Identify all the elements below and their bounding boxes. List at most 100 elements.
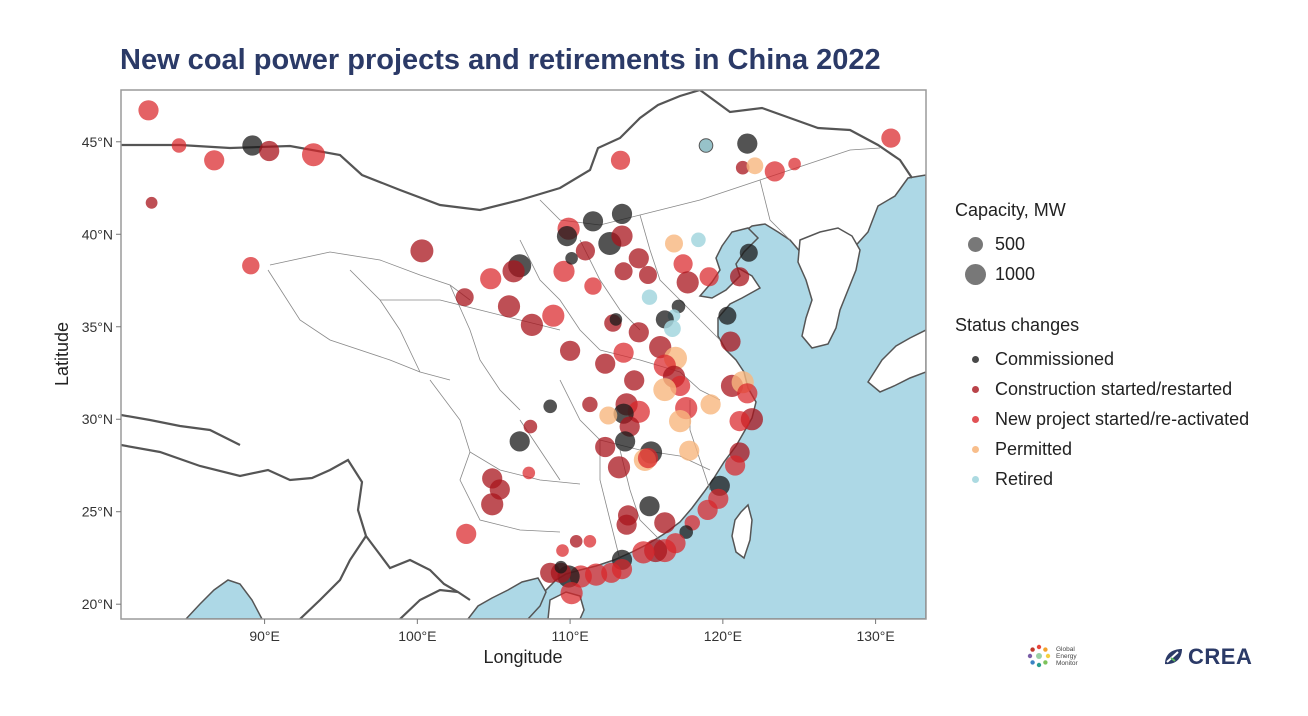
gem-wordmark: Global Energy Monitor xyxy=(1056,645,1078,667)
land-japan xyxy=(867,329,926,393)
land-taiwan xyxy=(731,503,753,560)
crea-wordmark: CREA xyxy=(1188,644,1253,669)
legend-capacity-1000: 1000 xyxy=(955,259,1249,289)
point-new-115 xyxy=(610,150,631,170)
point-new-31 xyxy=(673,254,693,274)
point-construction-94 xyxy=(616,514,637,535)
point-construction-26 xyxy=(614,262,633,281)
x-tick-label: 90°E xyxy=(249,628,280,644)
point-construction-65 xyxy=(595,436,616,458)
point-commissioned-19 xyxy=(582,211,604,232)
country-border-myanmar xyxy=(299,535,367,619)
crea-logo: CREA xyxy=(1162,644,1252,670)
point-permitted-73 xyxy=(700,394,721,415)
point-commissioned-86 xyxy=(679,525,693,539)
point-construction-45 xyxy=(720,331,741,352)
point-new-16 xyxy=(553,260,575,282)
legend-status-permitted: Permitted xyxy=(955,434,1249,464)
point-commissioned-4 xyxy=(242,135,263,156)
point-construction-46 xyxy=(560,340,581,361)
x-axis-ticks: 90°E 100°E 110°E 120°E 130°E xyxy=(249,619,895,644)
point-construction-27 xyxy=(628,248,649,269)
point-construction-117 xyxy=(735,160,750,175)
point-new-10 xyxy=(480,268,502,290)
point-new-121 xyxy=(881,128,901,148)
legend-permitted-label: Permitted xyxy=(995,438,1073,459)
y-tick-label: 25°N xyxy=(82,504,113,520)
legend-commissioned-dot xyxy=(971,355,979,363)
point-commissioned-44 xyxy=(718,306,737,325)
y-axis-ticks: 20°N 25°N 30°N 35°N 40°N 45°N xyxy=(82,134,121,612)
point-construction-22 xyxy=(611,225,633,247)
point-construction-47 xyxy=(595,353,616,374)
y-tick-label: 30°N xyxy=(82,411,113,427)
y-tick-label: 35°N xyxy=(82,319,113,335)
point-permitted-54 xyxy=(653,378,677,402)
sea-tonkin xyxy=(467,577,547,619)
legend-status-construction: Construction started/restarted xyxy=(955,374,1249,404)
point-new-3 xyxy=(204,150,225,171)
legend-retired-label: Retired xyxy=(995,468,1054,489)
point-new-120 xyxy=(788,157,801,171)
panel-frame xyxy=(120,89,927,620)
point-new-112 xyxy=(522,466,536,480)
point-new-84 xyxy=(697,499,718,520)
legend-size-1000-circle xyxy=(964,263,986,285)
point-construction-23 xyxy=(575,241,596,261)
point-commissioned-116 xyxy=(737,133,758,154)
legend-capacity-title: Capacity, MW xyxy=(955,200,1066,220)
point-retired-30 xyxy=(691,232,706,248)
legend-retired-dot xyxy=(971,475,979,483)
legend-size-500-circle xyxy=(967,236,983,252)
legend-status-new: New project started/re-activated xyxy=(955,404,1249,434)
point-new-69 xyxy=(637,448,659,469)
global-energy-monitor-logo: Global Energy Monitor xyxy=(1027,644,1078,668)
map-points xyxy=(138,100,901,605)
legend-construction-dot xyxy=(971,385,979,393)
legend: Capacity, MW 500 1000 Status changes Com… xyxy=(955,200,1249,494)
point-commissioned-62 xyxy=(543,399,557,414)
point-permitted-72 xyxy=(669,410,692,433)
china-border-ne xyxy=(699,90,913,179)
legend-capacity-500: 500 xyxy=(955,229,1249,259)
legend-capacity-500-label: 500 xyxy=(995,233,1026,254)
point-construction-28 xyxy=(639,266,657,284)
point-permitted-74 xyxy=(679,440,700,461)
point-commissioned-18 xyxy=(556,226,578,247)
legend-new-label: New project started/re-activated xyxy=(995,408,1250,429)
point-new-25 xyxy=(584,277,602,295)
point-new-0 xyxy=(138,100,159,121)
y-axis-label: Latitude xyxy=(52,322,72,386)
china-border xyxy=(121,90,701,212)
point-new-15 xyxy=(542,304,565,327)
point-permitted-60 xyxy=(599,406,618,425)
point-commissioned-43 xyxy=(609,313,623,326)
sea-bengal xyxy=(184,579,263,619)
point-commissioned-34 xyxy=(739,243,758,262)
china-border-sw xyxy=(121,443,471,601)
map-panel xyxy=(121,90,926,619)
point-new-77 xyxy=(737,383,758,404)
legend-permitted-dot xyxy=(971,445,979,453)
point-new-81 xyxy=(725,455,746,476)
point-construction-2 xyxy=(145,196,158,209)
y-tick-label: 20°N xyxy=(82,596,113,612)
point-commissioned-20 xyxy=(611,203,633,224)
point-retired-114 xyxy=(699,139,713,152)
x-tick-label: 120°E xyxy=(704,628,742,644)
point-new-104 xyxy=(556,544,569,557)
point-construction-13 xyxy=(497,295,521,318)
point-new-1 xyxy=(171,138,187,153)
point-new-90 xyxy=(632,541,655,564)
x-axis-label: Longitude xyxy=(483,647,562,667)
land-korea xyxy=(797,227,861,349)
legend-status-title: Status changes xyxy=(955,315,1080,335)
point-new-48 xyxy=(613,342,634,363)
legend-commissioned-label: Commissioned xyxy=(995,348,1115,369)
point-permitted-118 xyxy=(746,157,764,175)
point-retired-36 xyxy=(641,289,658,305)
legend-construction-label: Construction started/restarted xyxy=(995,378,1233,399)
point-new-111 xyxy=(456,523,477,545)
point-construction-55 xyxy=(624,370,645,391)
